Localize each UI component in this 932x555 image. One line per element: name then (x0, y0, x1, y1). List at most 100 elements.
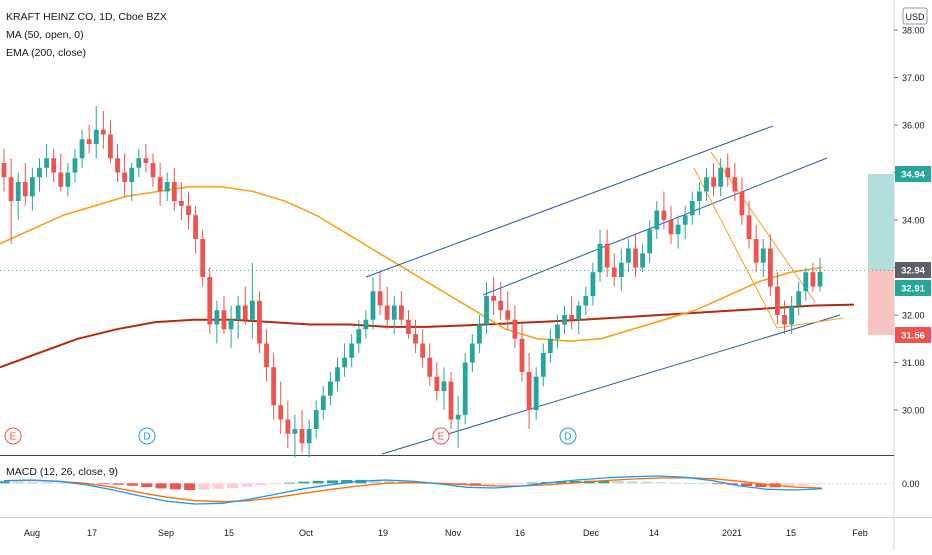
candle[interactable] (335, 357, 340, 391)
price-label-stop[interactable]: 31.56 (895, 327, 931, 343)
candle[interactable] (320, 386, 326, 420)
candle[interactable] (484, 281, 489, 334)
candle[interactable] (129, 163, 135, 201)
candle[interactable] (647, 220, 653, 263)
currency-box[interactable] (902, 7, 928, 25)
candle[interactable] (661, 191, 667, 230)
macd-line[interactable] (3, 475, 823, 505)
candle[interactable] (264, 329, 269, 382)
candle[interactable] (58, 153, 64, 192)
candle[interactable] (171, 167, 177, 211)
candle[interactable] (718, 158, 724, 197)
candle[interactable] (696, 182, 702, 216)
candle[interactable] (640, 243, 646, 273)
candle[interactable] (200, 229, 206, 287)
candle[interactable] (72, 148, 78, 182)
falling-channel-lower[interactable] (693, 167, 778, 329)
candle[interactable] (590, 262, 596, 306)
candle[interactable] (782, 300, 787, 334)
candle[interactable] (228, 305, 234, 349)
candle[interactable] (462, 353, 468, 425)
candle[interactable] (115, 144, 120, 182)
candle[interactable] (65, 163, 71, 197)
candle[interactable] (363, 310, 369, 339)
candle[interactable] (342, 343, 347, 377)
ema-line[interactable] (0, 303, 855, 369)
candle[interactable] (278, 381, 284, 434)
candle[interactable] (398, 291, 404, 325)
falling-channel-base[interactable] (776, 317, 844, 329)
candle[interactable] (576, 300, 582, 334)
candle[interactable] (547, 329, 553, 363)
candle[interactable] (221, 296, 227, 334)
candle[interactable] (583, 286, 589, 316)
dividend-marker[interactable]: D (138, 427, 156, 445)
candle[interactable] (469, 334, 475, 372)
candle[interactable] (235, 296, 241, 339)
candle[interactable] (157, 163, 163, 206)
target-zone[interactable] (868, 174, 894, 270)
ma-line[interactable] (0, 185, 823, 342)
candle[interactable] (79, 129, 85, 168)
price-label-last[interactable]: 32.91 (895, 280, 931, 296)
candle[interactable] (178, 182, 184, 220)
channel-upper-line[interactable] (365, 125, 774, 278)
candle[interactable] (533, 367, 539, 420)
candle[interactable] (760, 239, 766, 277)
candle[interactable] (626, 239, 631, 273)
candle[interactable] (682, 205, 688, 239)
candle[interactable] (108, 120, 113, 163)
candle[interactable] (44, 144, 49, 178)
candle[interactable] (406, 310, 411, 339)
candle[interactable] (675, 215, 681, 249)
candle[interactable] (505, 291, 511, 330)
candle[interactable] (704, 167, 709, 201)
candle[interactable] (143, 144, 149, 173)
candle[interactable] (732, 163, 738, 201)
candle[interactable] (796, 281, 802, 315)
candle[interactable] (1, 148, 7, 192)
candle[interactable] (86, 125, 92, 154)
candle[interactable] (384, 286, 390, 330)
candle[interactable] (725, 153, 731, 187)
candle[interactable] (498, 281, 504, 320)
candle[interactable] (618, 248, 624, 292)
candle[interactable] (29, 167, 35, 211)
candle[interactable] (136, 148, 142, 178)
ma-legend[interactable]: MA (50, open, 0) (6, 29, 84, 41)
candle[interactable] (285, 400, 291, 449)
candle[interactable] (370, 277, 376, 330)
candle[interactable] (164, 172, 170, 202)
candle[interactable] (271, 353, 277, 420)
candle[interactable] (711, 163, 716, 197)
candle[interactable] (377, 272, 383, 315)
candle[interactable] (434, 362, 440, 401)
candle[interactable] (207, 267, 213, 335)
candle[interactable] (611, 253, 617, 287)
candle[interactable] (214, 300, 220, 344)
candle[interactable] (413, 319, 418, 353)
candle[interactable] (633, 234, 638, 277)
candle[interactable] (817, 258, 823, 292)
candle[interactable] (569, 296, 575, 330)
candle[interactable] (249, 262, 255, 339)
candle[interactable] (555, 315, 560, 349)
symbol-title[interactable]: KRAFT HEINZ CO, 1D, Cboe BZX (6, 11, 167, 23)
candle[interactable] (540, 343, 546, 387)
candle[interactable] (519, 324, 525, 382)
candle[interactable] (100, 110, 106, 149)
candle[interactable] (597, 229, 603, 282)
ema-legend[interactable]: EMA (200, close) (6, 47, 86, 59)
candle[interactable] (753, 224, 759, 273)
candle[interactable] (420, 329, 426, 368)
earnings-marker[interactable]: E (432, 427, 450, 445)
candle[interactable] (789, 296, 795, 334)
candle[interactable] (150, 153, 156, 187)
candle[interactable] (51, 148, 57, 182)
price-label-target[interactable]: 34.94 (895, 166, 931, 182)
candle[interactable] (775, 272, 780, 325)
candle[interactable] (526, 353, 532, 429)
macd-legend[interactable]: MACD (12, 26, close, 9) (6, 466, 119, 478)
candle[interactable] (349, 334, 355, 368)
